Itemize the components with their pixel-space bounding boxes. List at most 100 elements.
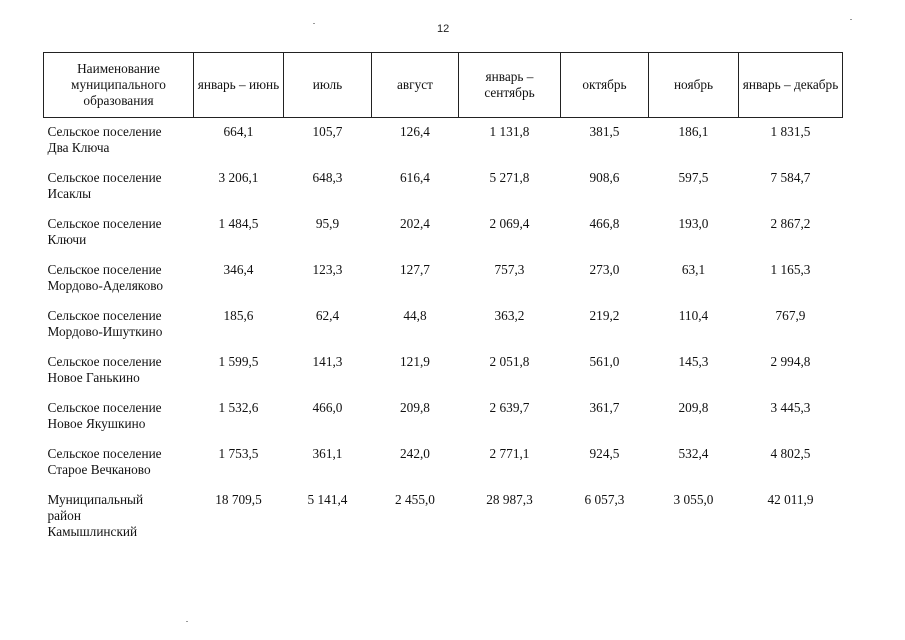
- value-cell: 126,4: [400, 124, 430, 139]
- statistics-table: Наименование муниципального образования я…: [43, 52, 843, 549]
- value-cell: 186,1: [678, 124, 709, 139]
- municipality-name: Муниципальный район Камышлинский: [44, 487, 194, 549]
- table-row: Сельское поселение Мордово-Ишуткино 185,6 6…: [44, 303, 843, 349]
- table-row: Сельское поселение Исаклы 3 206,1 648,3 616,…: [44, 165, 843, 211]
- value-cell: 767,9: [775, 308, 806, 323]
- municipality-name-line: Два Ключа: [47, 140, 110, 155]
- table-row: Сельское поселение Старое Вечканово 1 753,…: [44, 441, 843, 487]
- value-cell: 1 599,5: [218, 354, 259, 369]
- municipality-name-line: Исаклы: [47, 186, 92, 201]
- municipality-name: Сельское поселение Ключи: [44, 211, 194, 257]
- value-cell: 62,4: [315, 308, 340, 323]
- value-cell: 908,6: [589, 170, 620, 185]
- page-number: 12: [437, 23, 450, 35]
- value-cell: 123,3: [312, 262, 343, 277]
- value-cell: 219,2: [589, 308, 620, 323]
- value-cell: 202,4: [400, 216, 430, 231]
- header-period: январь – декабрь: [738, 52, 843, 118]
- municipality-name: Сельское поселение Два Ключа: [44, 118, 194, 166]
- value-cell: 1 131,8: [489, 124, 530, 139]
- municipality-name-line: Муниципальный: [47, 492, 144, 507]
- value-cell: 42 011,9: [767, 492, 814, 507]
- scan-speck: [313, 23, 315, 24]
- municipality-name-line: Мордово-Аделяково: [47, 278, 164, 293]
- table-row: Сельское поселение Два Ключа 664,1 105,7 126…: [44, 118, 843, 166]
- value-cell: 466,8: [589, 216, 620, 231]
- municipality-name: Сельское поселение Новое Якушкино: [44, 395, 194, 441]
- value-cell: 141,3: [312, 354, 343, 369]
- municipality-name-line: Мордово-Ишуткино: [47, 324, 163, 339]
- scan-speck: [850, 19, 852, 20]
- value-cell: 924,5: [589, 446, 620, 461]
- value-cell: 242,0: [400, 446, 430, 461]
- header-period: январь – сентябрь: [458, 52, 561, 118]
- value-cell: 2 771,1: [489, 446, 530, 461]
- value-cell: 346,4: [223, 262, 254, 277]
- value-cell: 18 709,5: [215, 492, 262, 507]
- value-cell: 664,1: [223, 124, 254, 139]
- value-cell: 121,9: [400, 354, 430, 369]
- municipality-name-line: Сельское поселение: [47, 170, 162, 185]
- table-row: Сельское поселение Новое Ганькино 1 599,5 1…: [44, 349, 843, 395]
- table-row: Сельское поселение Мордово-Аделяково 346,4…: [44, 257, 843, 303]
- municipality-name-line: Сельское поселение: [47, 308, 162, 323]
- value-cell: 110,4: [678, 308, 709, 323]
- header-name: Наименование муниципального образования: [43, 52, 194, 118]
- value-cell: 3 445,3: [770, 400, 811, 415]
- municipality-name-line: Сельское поселение: [47, 400, 162, 415]
- table-row: Муниципальный район Камышлинский 18 709,5 5 …: [44, 487, 843, 549]
- value-cell: 209,8: [400, 400, 430, 415]
- value-cell: 3 206,1: [218, 170, 259, 185]
- value-cell: 4 802,5: [770, 446, 811, 461]
- value-cell: 2 639,7: [489, 400, 530, 415]
- value-cell: 3 055,0: [673, 492, 714, 507]
- municipality-name-line: Камышлинский: [47, 524, 138, 539]
- value-cell: 381,5: [589, 124, 620, 139]
- municipality-name-line: Сельское поселение: [47, 446, 162, 461]
- value-cell: 648,3: [312, 170, 343, 185]
- municipality-name: Сельское поселение Новое Ганькино: [44, 349, 194, 395]
- value-cell: 2 051,8: [489, 354, 530, 369]
- value-cell: 597,5: [678, 170, 709, 185]
- value-cell: 363,2: [494, 308, 525, 323]
- value-cell: 1 532,6: [218, 400, 259, 415]
- value-cell: 2 455,0: [395, 492, 435, 507]
- value-cell: 616,4: [400, 170, 430, 185]
- value-cell: 105,7: [312, 124, 343, 139]
- municipality-name: Сельское поселение Мордово-Аделяково: [44, 257, 194, 303]
- table-header: Наименование муниципального образования я…: [43, 52, 843, 118]
- header-period: ноябрь: [648, 52, 739, 118]
- value-cell: 1 165,3: [770, 262, 811, 277]
- municipality-name-line: Сельское поселение: [47, 124, 162, 139]
- value-cell: 361,7: [589, 400, 620, 415]
- municipality-name-line: Новое Якушкино: [47, 416, 146, 431]
- table-body: Сельское поселение Два Ключа 664,1 105,7 126…: [44, 118, 843, 550]
- value-cell: 7 584,7: [770, 170, 811, 185]
- municipality-name-line: Ключи: [47, 232, 87, 247]
- header-period: январь – июнь: [193, 52, 284, 118]
- value-cell: 5 271,8: [489, 170, 530, 185]
- municipality-name-line: Новое Ганькино: [47, 370, 140, 385]
- value-cell: 63,1: [681, 262, 706, 277]
- value-cell: 466,0: [312, 400, 343, 415]
- value-cell: 757,3: [494, 262, 525, 277]
- value-cell: 28 987,3: [486, 492, 533, 507]
- header-period: август: [371, 52, 459, 118]
- value-cell: 6 057,3: [584, 492, 625, 507]
- value-cell: 44,8: [403, 308, 427, 323]
- value-cell: 1 484,5: [218, 216, 259, 231]
- value-cell: 2 069,4: [489, 216, 530, 231]
- header-period: июль: [283, 52, 372, 118]
- value-cell: 95,9: [315, 216, 340, 231]
- header-period: октябрь: [560, 52, 649, 118]
- value-cell: 273,0: [589, 262, 620, 277]
- value-cell: 2 867,2: [770, 216, 811, 231]
- municipality-name: Сельское поселение Исаклы: [44, 165, 194, 211]
- municipality-name: Сельское поселение Мордово-Ишуткино: [44, 303, 194, 349]
- municipality-name-line: район: [47, 508, 81, 523]
- value-cell: 532,4: [678, 446, 709, 461]
- municipality-name-line: Сельское поселение: [47, 262, 162, 277]
- value-cell: 5 141,4: [307, 492, 348, 507]
- value-cell: 127,7: [400, 262, 430, 277]
- value-cell: 1 831,5: [770, 124, 811, 139]
